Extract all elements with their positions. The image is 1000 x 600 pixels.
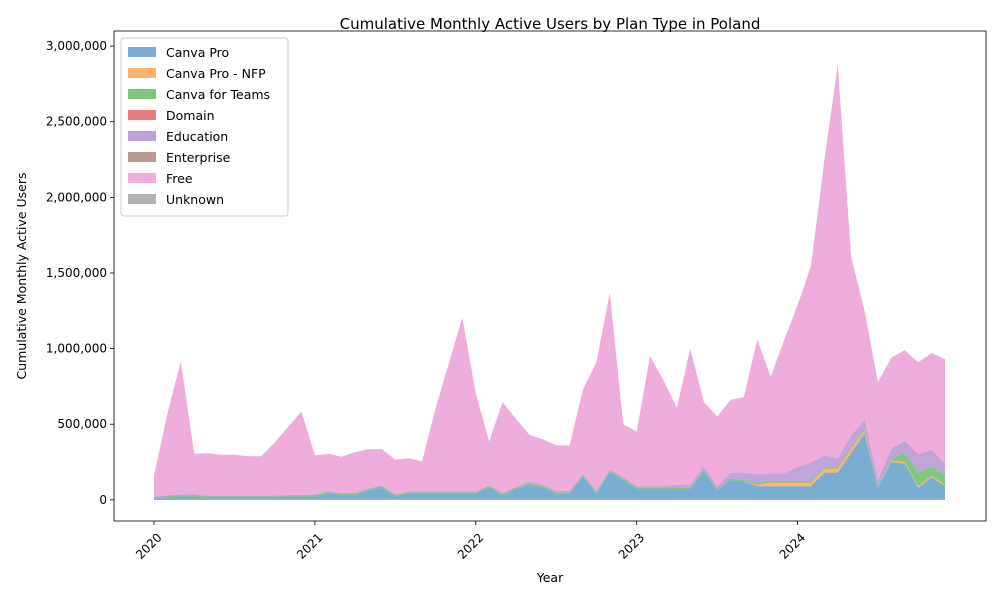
- area-series-group: [154, 65, 945, 500]
- chart-title: Cumulative Monthly Active Users by Plan …: [340, 15, 761, 33]
- x-tick-label: 2023: [616, 530, 647, 561]
- area-canva-for-teams: [154, 428, 945, 499]
- legend-box: [120, 37, 289, 217]
- x-tick-label: 2020: [133, 530, 164, 561]
- legend-label: Domain: [166, 108, 215, 123]
- x-tick-label: 2024: [777, 530, 808, 561]
- area-canva-pro-nfp: [154, 430, 945, 499]
- legend-swatch: [128, 110, 156, 120]
- legend-swatch: [128, 47, 156, 57]
- y-tick-label: 2,500,000: [46, 115, 107, 129]
- legend-label: Free: [166, 171, 193, 186]
- legend-label: Canva for Teams: [166, 87, 270, 102]
- legend-label: Unknown: [166, 192, 224, 207]
- y-tick-label: 2,000,000: [46, 190, 107, 204]
- legend-label: Canva Pro - NFP: [166, 66, 266, 81]
- x-axis-label: Year: [536, 570, 564, 585]
- x-tick-label: 2022: [455, 530, 486, 561]
- y-tick-label: 500,000: [57, 417, 107, 431]
- y-tick-label: 1,500,000: [46, 266, 107, 280]
- legend-label: Education: [166, 129, 228, 144]
- y-axis-label: Cumulative Monthly Active Users: [14, 173, 29, 380]
- legend-swatch: [128, 89, 156, 99]
- plot-frame: [113, 30, 987, 522]
- y-tick-label: 3,000,000: [46, 39, 107, 53]
- area-canva-pro: [154, 433, 945, 500]
- legend-label: Enterprise: [166, 150, 231, 165]
- x-tick-label: 2021: [294, 530, 325, 561]
- x-axis-ticks: 2020 2021 2022 2023 2024: [133, 521, 808, 562]
- legend-swatch: [128, 173, 156, 183]
- y-axis-ticks: 0 500,000 1,000,000 1,500,000 2,000,000 2,500…: [46, 39, 114, 507]
- legend-label: Canva Pro: [166, 45, 229, 60]
- area-education: [154, 419, 945, 498]
- y-tick-label: 1,000,000: [46, 342, 107, 356]
- area-free: [154, 65, 945, 497]
- legend-swatch: [128, 68, 156, 78]
- legend: Canva Pro Canva Pro - NFP Canva for Teams D…: [120, 37, 289, 217]
- legend-swatch: [128, 152, 156, 162]
- y-tick-label: 0: [99, 493, 107, 507]
- legend-swatch: [128, 194, 156, 204]
- legend-swatch: [128, 131, 156, 141]
